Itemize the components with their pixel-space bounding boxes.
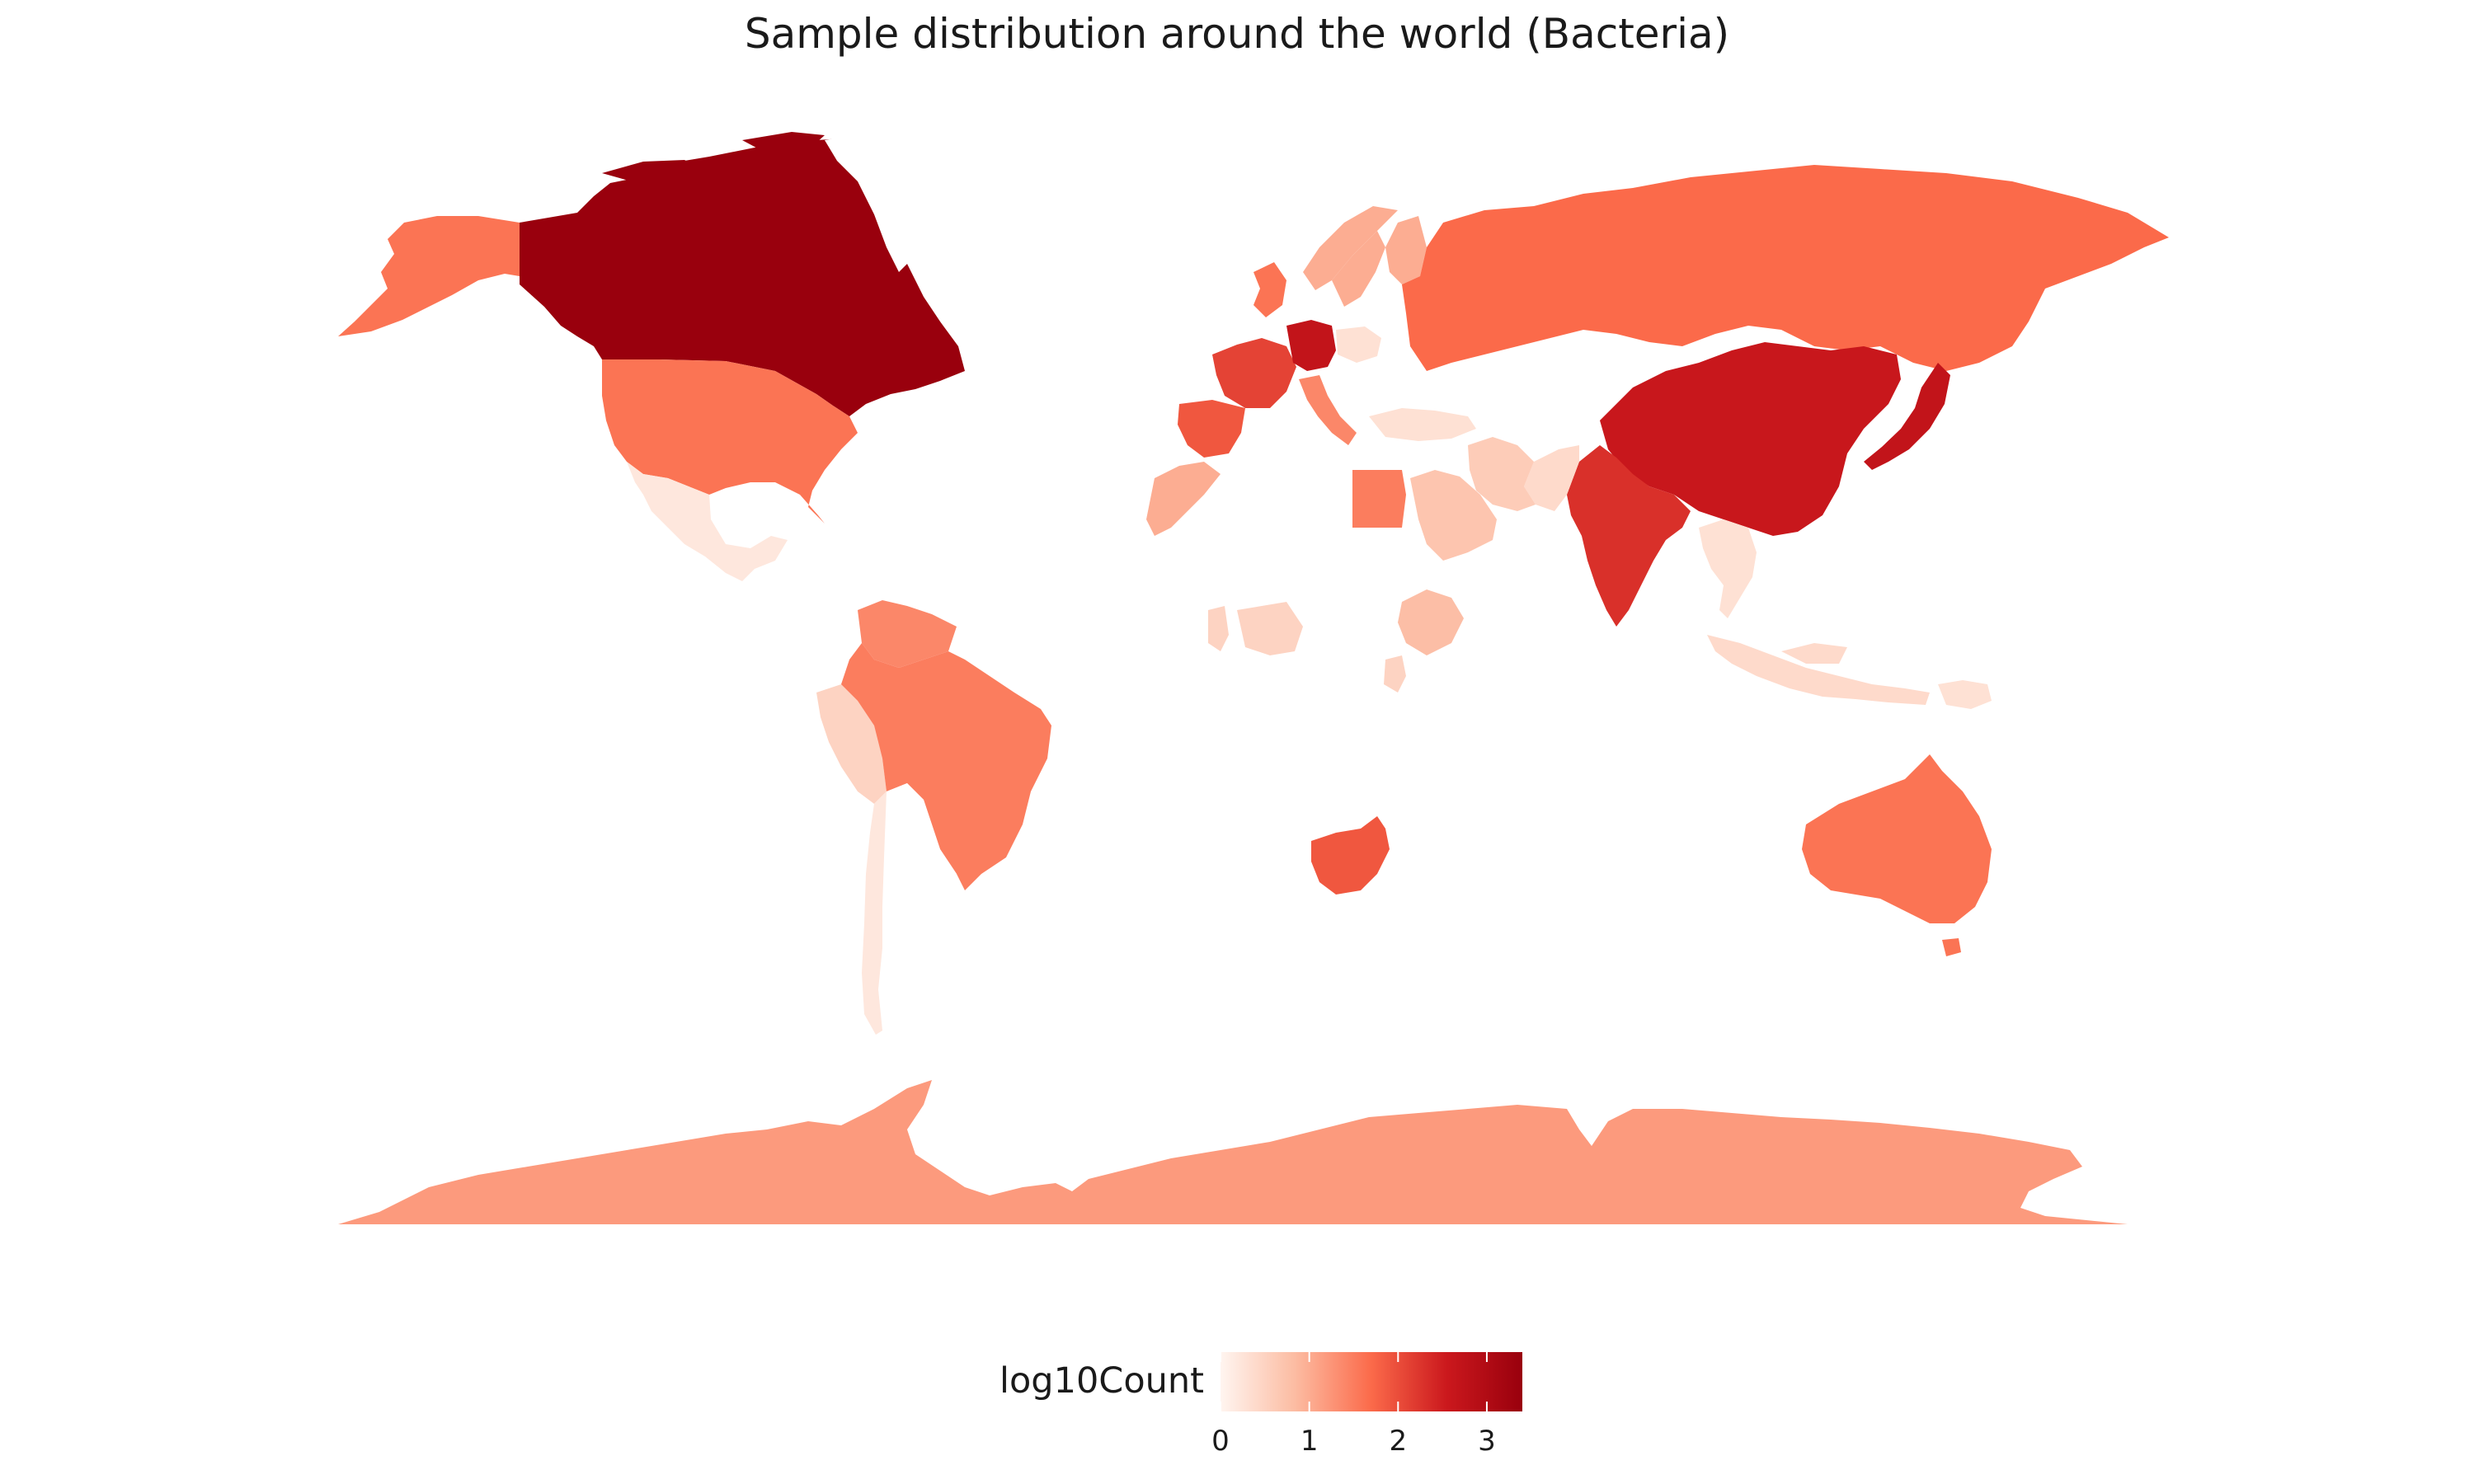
region-venezuela xyxy=(858,600,957,668)
region-spain xyxy=(1178,400,1245,458)
region-saudi-arabia xyxy=(1410,470,1497,561)
region-chile xyxy=(862,791,887,1035)
legend-tick-label: 3 xyxy=(1478,1425,1496,1458)
region-papua-new-guinea xyxy=(1938,680,1992,709)
region-india xyxy=(1567,445,1691,627)
legend-tick-label: 0 xyxy=(1211,1425,1230,1458)
region-finland xyxy=(1385,216,1427,284)
region-sweden xyxy=(1332,231,1385,307)
region-iran xyxy=(1468,437,1536,511)
region-brazil xyxy=(841,643,1051,890)
legend-tick-marks xyxy=(1221,1352,1488,1411)
region-italy xyxy=(1299,375,1357,445)
region-china xyxy=(1600,342,1901,536)
region-morocco xyxy=(1146,462,1221,536)
region-thailand xyxy=(1699,519,1757,618)
region-norway xyxy=(1303,206,1398,290)
region-france xyxy=(1212,338,1296,408)
region-indonesia xyxy=(1707,635,1930,705)
region-united-states xyxy=(602,359,858,524)
region-south-africa xyxy=(1311,816,1390,895)
map-title: Sample distribution around the world (Ba… xyxy=(744,10,1730,58)
region-egypt xyxy=(1352,470,1406,528)
region-pakistan xyxy=(1524,445,1579,511)
region-australia xyxy=(1802,754,1992,923)
region-united-kingdom xyxy=(1253,262,1286,317)
region-japan xyxy=(1864,363,1950,470)
region-turkey xyxy=(1369,408,1476,441)
legend-tick-label: 1 xyxy=(1300,1425,1319,1458)
region-kenya xyxy=(1384,655,1406,693)
region-greenland xyxy=(825,130,957,272)
region-canada xyxy=(520,132,965,416)
region-alaska xyxy=(338,216,520,336)
region-poland xyxy=(1336,326,1381,363)
region-mexico xyxy=(627,462,788,581)
region-germany xyxy=(1286,320,1336,371)
region-peru xyxy=(816,684,887,804)
legend-tick-label: 2 xyxy=(1389,1425,1408,1458)
region-antarctica xyxy=(338,1080,2128,1224)
region-ghana xyxy=(1208,606,1229,651)
region-australia-tasmania xyxy=(1942,938,1961,956)
region-russia xyxy=(1402,165,2169,371)
legend-colorbar xyxy=(1221,1352,1522,1411)
region-argentina xyxy=(878,783,957,1031)
legend-colorbar-fill xyxy=(1221,1352,1522,1411)
legend-title: log10Count xyxy=(999,1360,1204,1402)
region-ethiopia xyxy=(1398,589,1464,655)
region-niger xyxy=(1237,602,1303,655)
